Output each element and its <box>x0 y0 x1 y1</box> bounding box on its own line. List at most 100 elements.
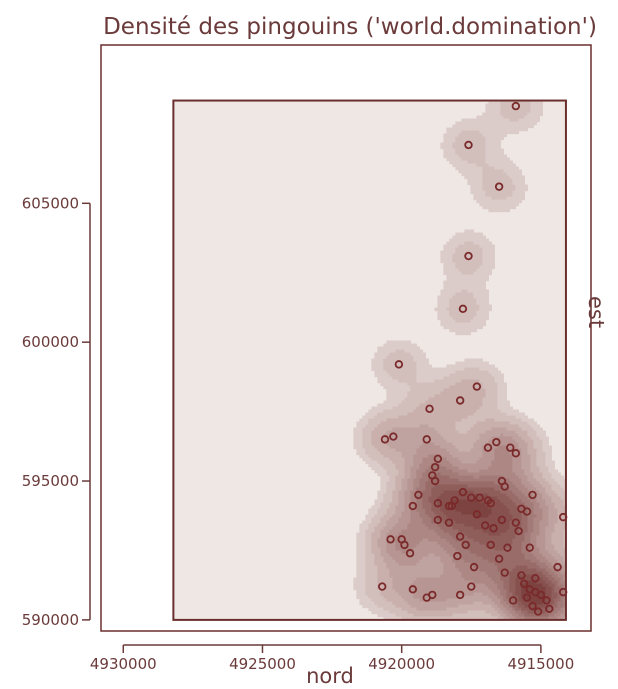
density-cell <box>476 268 480 273</box>
density-cell <box>428 478 432 483</box>
density-cell <box>404 430 408 435</box>
density-cell <box>413 475 417 480</box>
density-cell <box>455 364 459 369</box>
density-cell <box>446 439 450 444</box>
density-cell <box>461 256 465 261</box>
density-cell <box>485 316 489 321</box>
density-cell <box>440 481 444 486</box>
density-cell <box>437 484 441 489</box>
density-cell <box>386 457 390 462</box>
density-cell <box>464 418 468 423</box>
density-cell <box>470 517 474 522</box>
density-cell <box>533 538 537 543</box>
density-cell <box>554 526 558 531</box>
density-cell <box>491 247 495 252</box>
density-cell <box>428 472 432 477</box>
density-cell <box>491 397 495 402</box>
density-cell <box>545 460 549 465</box>
density-cell <box>419 400 423 405</box>
density-cell <box>410 370 414 375</box>
density-cell <box>470 277 474 282</box>
density-cell <box>536 118 540 123</box>
density-cell <box>479 289 483 294</box>
density-layer <box>173 100 566 620</box>
density-cell <box>548 478 552 483</box>
density-cell <box>410 397 414 402</box>
density-cell <box>434 307 438 312</box>
density-cell <box>482 184 486 189</box>
density-cell <box>527 535 531 540</box>
density-cell <box>554 511 558 516</box>
density-cell <box>515 469 519 474</box>
density-cell <box>440 523 444 528</box>
density-cell <box>389 547 393 552</box>
density-cell <box>482 460 486 465</box>
density-cell <box>530 508 534 513</box>
density-cell <box>449 481 453 486</box>
density-cell <box>497 100 501 105</box>
density-cell <box>389 352 393 357</box>
density-cell <box>503 484 507 489</box>
density-cell <box>449 529 453 534</box>
density-cell <box>449 259 453 264</box>
density-cell <box>419 385 423 390</box>
density-cell <box>521 193 525 198</box>
density-cell <box>500 466 504 471</box>
density-cell <box>416 379 420 384</box>
density-cell <box>527 541 531 546</box>
density-cell <box>467 124 471 129</box>
density-cell <box>554 514 558 519</box>
density-cell <box>383 454 387 459</box>
density-cell <box>479 460 483 465</box>
density-cell <box>494 379 498 384</box>
density-cell <box>470 544 474 549</box>
density-cell <box>389 454 393 459</box>
density-cell <box>485 460 489 465</box>
density-cell <box>503 103 507 108</box>
density-cell <box>485 241 489 246</box>
density-cell <box>458 139 462 144</box>
density-cell <box>479 421 483 426</box>
density-cell <box>518 514 522 519</box>
density-cell <box>488 250 492 255</box>
density-cell <box>449 439 453 444</box>
density-cell <box>413 373 417 378</box>
density-cell <box>524 451 528 456</box>
density-cell <box>452 316 456 321</box>
density-cell <box>482 484 486 489</box>
density-cell <box>479 145 483 150</box>
density-cell <box>449 136 453 141</box>
density-cell <box>491 466 495 471</box>
density-cell <box>482 166 486 171</box>
density-cell <box>482 364 486 369</box>
density-cell <box>425 379 429 384</box>
density-cell <box>458 127 462 132</box>
density-cell <box>380 376 384 381</box>
density-cell <box>509 475 513 480</box>
density-cell <box>536 103 540 108</box>
density-cell <box>494 376 498 381</box>
density-cell <box>482 532 486 537</box>
density-cell <box>479 382 483 387</box>
density-cell <box>383 448 387 453</box>
density-cell <box>425 367 429 372</box>
density-cell <box>452 529 456 534</box>
density-cell <box>467 157 471 162</box>
density-cell <box>500 529 504 534</box>
density-cell <box>473 301 477 306</box>
density-cell <box>455 130 459 135</box>
density-cell <box>455 331 459 336</box>
density-cell <box>506 178 510 183</box>
density-cell <box>554 487 558 492</box>
density-cell <box>488 148 492 153</box>
density-cell <box>440 448 444 453</box>
density-cell <box>416 427 420 432</box>
density-cell <box>359 424 363 429</box>
density-cell <box>455 124 459 129</box>
density-cell <box>515 175 519 180</box>
density-cell <box>470 370 474 375</box>
density-cell <box>542 520 546 525</box>
density-cell <box>395 547 399 552</box>
density-cell <box>506 532 510 537</box>
density-cell <box>503 184 507 189</box>
